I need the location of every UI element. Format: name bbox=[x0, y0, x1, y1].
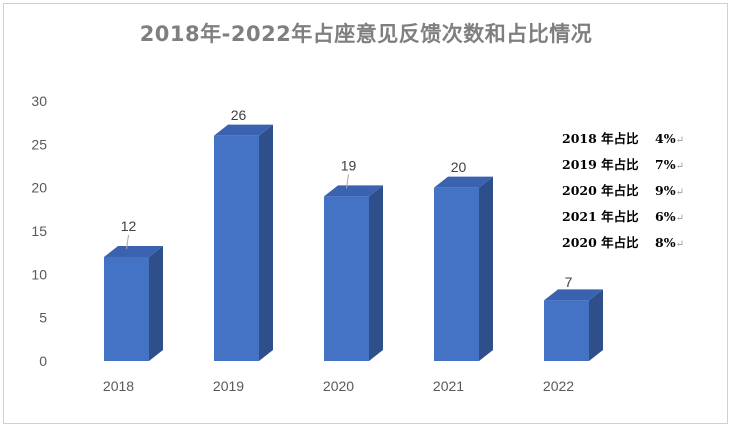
bar bbox=[214, 135, 259, 361]
return-mark-icon: ↵ bbox=[675, 135, 684, 146]
bar-top bbox=[214, 124, 273, 136]
bar-top bbox=[434, 176, 493, 188]
share-note-label: 2018 年占比 bbox=[562, 131, 639, 146]
data-label: 12 bbox=[121, 218, 137, 234]
bar-top bbox=[104, 246, 163, 257]
bar-top bbox=[544, 289, 603, 301]
y-tick-label: 15 bbox=[31, 223, 47, 239]
share-note-row: 2019 年占比 7%↵ bbox=[562, 154, 692, 180]
share-note-row: 2021 年占比 6%↵ bbox=[562, 206, 692, 232]
x-tick-label: 2021 bbox=[433, 378, 464, 394]
bar-side bbox=[479, 176, 493, 361]
share-note-value: 8% bbox=[655, 235, 676, 250]
share-note-value: 6% bbox=[655, 209, 676, 224]
x-tick-label: 2018 bbox=[103, 378, 134, 394]
bar bbox=[434, 187, 479, 361]
bar-side bbox=[369, 185, 383, 361]
share-note-row: 2018 年占比 4%↵ bbox=[562, 128, 692, 154]
data-label: 20 bbox=[451, 159, 467, 175]
share-note-row: 2020 年占比 8%↵ bbox=[562, 232, 692, 258]
bar-side bbox=[259, 124, 273, 362]
y-tick-label: 25 bbox=[31, 136, 47, 152]
chart-title: 2018年-2022年占座意见反馈次数和占比情况 bbox=[139, 22, 593, 46]
return-mark-icon: ↵ bbox=[675, 161, 684, 172]
share-note-value: 9% bbox=[655, 183, 676, 198]
share-note-label: 2020 年占比 bbox=[562, 183, 639, 198]
share-note-label: 2021 年占比 bbox=[562, 209, 639, 224]
data-label: 19 bbox=[341, 157, 357, 173]
share-note-label: 2020 年占比 bbox=[562, 235, 639, 250]
y-tick-label: 0 bbox=[39, 353, 47, 369]
leader-line bbox=[346, 174, 349, 189]
bar-top bbox=[324, 185, 383, 197]
y-tick-label: 5 bbox=[39, 310, 47, 326]
x-tick-label: 2022 bbox=[543, 378, 574, 394]
share-note-value: 4% bbox=[655, 131, 676, 146]
return-mark-icon: ↵ bbox=[675, 239, 684, 250]
share-notes: 2018 年占比 4%↵ 2019 年占比 7%↵ 2020 年占比 9%↵ 2021… bbox=[562, 128, 692, 258]
share-note-label: 2019 年占比 bbox=[562, 157, 639, 172]
y-tick-label: 10 bbox=[31, 266, 47, 282]
bar-side bbox=[149, 246, 163, 361]
x-tick-label: 2019 bbox=[213, 378, 244, 394]
share-note-value: 7% bbox=[655, 157, 676, 172]
x-tick-label: 2020 bbox=[323, 378, 354, 394]
return-mark-icon: ↵ bbox=[675, 187, 684, 198]
share-note-row: 2020 年占比 9%↵ bbox=[562, 180, 692, 206]
bar bbox=[324, 196, 369, 361]
return-mark-icon: ↵ bbox=[675, 213, 684, 224]
leader-line bbox=[126, 234, 129, 250]
data-label: 26 bbox=[231, 107, 247, 123]
y-tick-label: 30 bbox=[31, 93, 47, 109]
bar bbox=[544, 300, 589, 361]
y-tick-label: 20 bbox=[31, 180, 47, 196]
data-label: 7 bbox=[565, 274, 573, 290]
bar-side bbox=[589, 289, 603, 361]
bar bbox=[104, 257, 149, 361]
